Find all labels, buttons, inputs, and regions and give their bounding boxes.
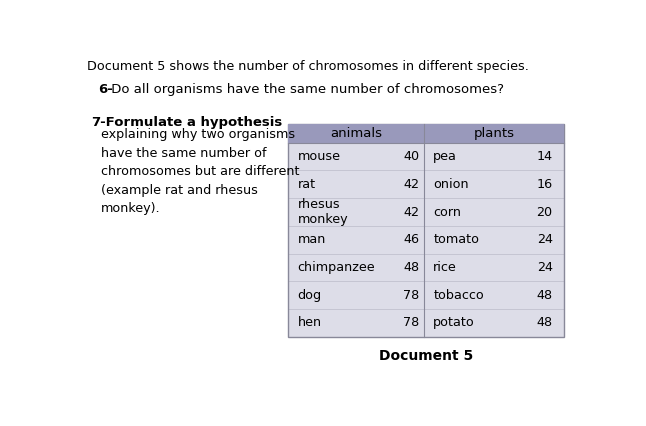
Text: 7-: 7-	[92, 116, 107, 129]
Text: dog: dog	[298, 289, 322, 302]
Bar	[289, 124, 563, 143]
Text: tomato: tomato	[433, 233, 479, 246]
Text: 48: 48	[403, 261, 419, 274]
Text: rat: rat	[298, 178, 316, 191]
Text: potato: potato	[433, 317, 475, 329]
Text: plants: plants	[474, 127, 514, 140]
Text: rhesus
monkey: rhesus monkey	[298, 198, 348, 226]
Text: mouse: mouse	[298, 150, 340, 163]
Text: 40: 40	[403, 150, 419, 163]
Text: 24: 24	[537, 233, 553, 246]
Text: 78: 78	[403, 317, 419, 329]
Text: explaining why two organisms
have the same number of
chromosomes but are differe: explaining why two organisms have the sa…	[101, 128, 299, 215]
Text: 20: 20	[537, 206, 553, 219]
Bar	[289, 124, 563, 337]
Text: pea: pea	[433, 150, 457, 163]
Text: Formulate a hypothesis: Formulate a hypothesis	[101, 116, 282, 129]
Text: Document 5: Document 5	[379, 349, 473, 363]
Text: 48: 48	[537, 317, 553, 329]
Text: onion: onion	[433, 178, 469, 191]
Text: man: man	[298, 233, 326, 246]
Text: Document 5 shows the number of chromosomes in different species.: Document 5 shows the number of chromosom…	[87, 60, 529, 73]
Text: Do all organisms have the same number of chromosomes?: Do all organisms have the same number of…	[107, 83, 504, 96]
Text: hen: hen	[298, 317, 322, 329]
Text: 48: 48	[537, 289, 553, 302]
Text: 6-: 6-	[98, 83, 112, 96]
Text: corn: corn	[433, 206, 461, 219]
Text: rice: rice	[433, 261, 457, 274]
Text: 78: 78	[403, 289, 419, 302]
Text: animals: animals	[330, 127, 382, 140]
Text: 24: 24	[537, 261, 553, 274]
Text: 46: 46	[403, 233, 419, 246]
Text: 16: 16	[537, 178, 553, 191]
Text: 14: 14	[537, 150, 553, 163]
Text: tobacco: tobacco	[433, 289, 484, 302]
Text: chimpanzee: chimpanzee	[298, 261, 375, 274]
Text: 42: 42	[403, 178, 419, 191]
Text: 42: 42	[403, 206, 419, 219]
